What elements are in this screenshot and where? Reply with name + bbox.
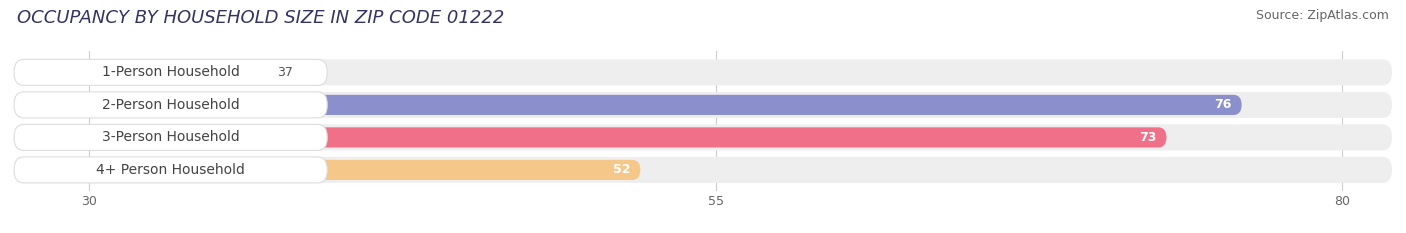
Text: 52: 52 [613, 163, 630, 176]
Text: OCCUPANCY BY HOUSEHOLD SIZE IN ZIP CODE 01222: OCCUPANCY BY HOUSEHOLD SIZE IN ZIP CODE … [17, 9, 505, 27]
Text: 73: 73 [1139, 131, 1157, 144]
FancyBboxPatch shape [14, 160, 640, 180]
Text: Source: ZipAtlas.com: Source: ZipAtlas.com [1256, 9, 1389, 22]
FancyBboxPatch shape [14, 95, 1241, 115]
Text: 37: 37 [277, 66, 292, 79]
FancyBboxPatch shape [14, 157, 328, 183]
FancyBboxPatch shape [14, 92, 1392, 118]
FancyBboxPatch shape [14, 127, 1167, 147]
Text: 4+ Person Household: 4+ Person Household [96, 163, 245, 177]
FancyBboxPatch shape [14, 59, 1392, 86]
FancyBboxPatch shape [14, 124, 328, 151]
FancyBboxPatch shape [14, 157, 1392, 183]
Text: 1-Person Household: 1-Person Household [101, 65, 239, 79]
FancyBboxPatch shape [14, 124, 1392, 151]
Text: 76: 76 [1215, 98, 1232, 111]
FancyBboxPatch shape [14, 62, 264, 82]
FancyBboxPatch shape [14, 92, 328, 118]
FancyBboxPatch shape [14, 59, 328, 86]
Text: 2-Person Household: 2-Person Household [101, 98, 239, 112]
Text: 3-Person Household: 3-Person Household [101, 130, 239, 144]
